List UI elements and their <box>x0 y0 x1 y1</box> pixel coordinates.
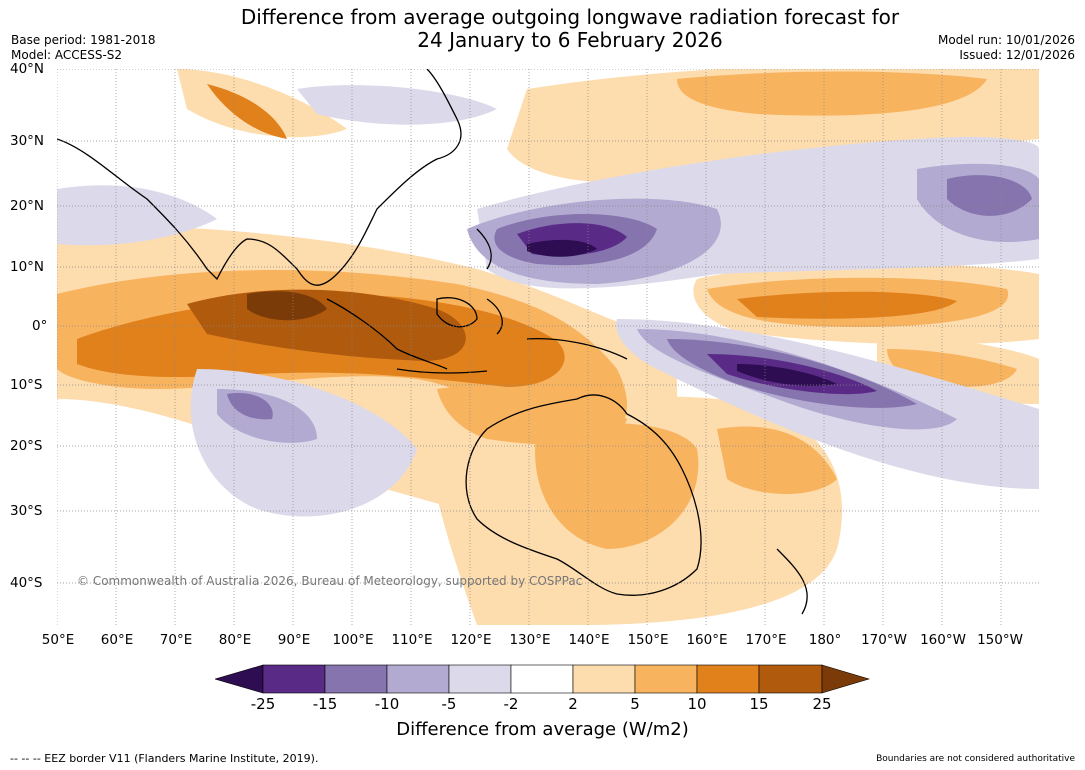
map-title-line1: Difference from average outgoing longwav… <box>240 5 900 29</box>
colorbar <box>215 664 870 694</box>
lat-label: 20°N <box>10 198 45 214</box>
lon-label: 90°E <box>277 632 311 648</box>
coastline-sumatra <box>326 298 448 370</box>
lon-label: 70°E <box>159 632 193 648</box>
coastline-asia <box>57 69 462 286</box>
colorbar-tick: -2 <box>503 695 519 713</box>
lon-label: 150°E <box>627 632 669 648</box>
lon-label: 160°E <box>686 632 728 648</box>
lon-label: 100°E <box>332 632 374 648</box>
anomaly-orange-australia-interior <box>535 423 699 549</box>
coastline-borneo <box>436 297 478 328</box>
colorbar-segment <box>758 664 823 694</box>
anomaly-dark-purple-hawaii <box>947 175 1032 216</box>
colorbar-segment <box>262 664 326 694</box>
lon-label: 50°E <box>41 632 75 648</box>
issued-date: Issued: 12/01/2026 <box>959 48 1075 62</box>
lat-label: 40°N <box>10 61 45 77</box>
copyright-notice: © Commonwealth of Australia 2026, Bureau… <box>77 574 583 588</box>
anomaly-orange-coral-sea <box>717 426 837 494</box>
colorbar-tick: -25 <box>250 695 276 713</box>
lon-label: 120°E <box>450 632 492 648</box>
map-title-line2: 24 January to 6 February 2026 <box>417 28 723 52</box>
lat-label: 10°S <box>10 377 43 393</box>
lat-label: 10°N <box>10 259 45 275</box>
anomaly-dark-purple-indian-ocean <box>227 393 273 420</box>
lat-label: 20°S <box>10 438 43 454</box>
lon-label: 110°E <box>391 632 433 648</box>
anomaly-dark-orange-pacific <box>737 291 957 319</box>
boundaries-disclaimer: Boundaries are not considered authoritat… <box>876 754 1075 764</box>
lon-label: 130°E <box>509 632 551 648</box>
lon-label: 140°E <box>568 632 610 648</box>
base-period: Base period: 1981-2018 <box>11 33 156 47</box>
colorbar-tick: 5 <box>630 695 640 713</box>
colorbar-segment <box>324 664 388 694</box>
colorbar-segment <box>696 664 760 694</box>
lat-label: 0° <box>32 318 48 334</box>
colorbar-tick: 25 <box>812 695 832 713</box>
coastline-australia <box>465 394 702 596</box>
anomaly-orange-north-pacific <box>677 71 987 116</box>
coastline-sulawesi <box>486 298 503 335</box>
lon-label: 60°E <box>100 632 134 648</box>
anomaly-dark-orange-himalaya <box>207 84 287 139</box>
lat-label: 30°S <box>10 503 43 519</box>
lat-label: 30°N <box>10 133 45 149</box>
lon-label: 150°W <box>977 632 1023 648</box>
anomaly-extreme-core <box>247 291 327 321</box>
colorbar-segment <box>510 664 574 694</box>
anomaly-light-orange-himalaya <box>177 69 347 138</box>
anomaly-extreme-purple-spcz <box>737 364 837 386</box>
coastline-new-zealand <box>776 548 808 615</box>
colorbar-segment <box>572 664 636 694</box>
colorbar-arrow-low <box>215 664 264 694</box>
anomaly-fields <box>57 69 1039 625</box>
colorbar-tick: -15 <box>312 695 338 713</box>
colorbar-tick: 15 <box>749 695 769 713</box>
colorbar-tick: -10 <box>374 695 400 713</box>
model-name: Model: ACCESS-S2 <box>11 48 123 62</box>
lat-label: 40°S <box>10 575 43 591</box>
colorbar-segment <box>634 664 698 694</box>
eez-border-note: -- -- -- EEZ border V11 (Flanders Marine… <box>10 752 319 765</box>
anomaly-extreme-purple-philippine-sea <box>527 239 597 257</box>
coastlines <box>57 69 808 615</box>
model-run: Model run: 10/01/2026 <box>937 33 1075 47</box>
coastline-java <box>396 368 488 374</box>
colorbar-tick: 2 <box>568 695 578 713</box>
coastline-new-guinea <box>526 338 628 360</box>
lon-label: 180° <box>808 632 842 648</box>
anomaly-map <box>57 69 1039 625</box>
coastline-philippines <box>476 228 492 270</box>
lon-label: 160°W <box>920 632 966 648</box>
colorbar-title: Difference from average (W/m2) <box>396 719 689 740</box>
colorbar-tick: 10 <box>687 695 707 713</box>
colorbar-tick: -5 <box>441 695 457 713</box>
colorbar-segment <box>448 664 512 694</box>
lon-label: 170°W <box>861 632 907 648</box>
colorbar-arrow-high <box>821 664 870 694</box>
lon-label: 170°E <box>745 632 787 648</box>
lon-label: 80°E <box>218 632 252 648</box>
colorbar-segment <box>386 664 450 694</box>
anomaly-light-purple-china <box>297 85 497 125</box>
